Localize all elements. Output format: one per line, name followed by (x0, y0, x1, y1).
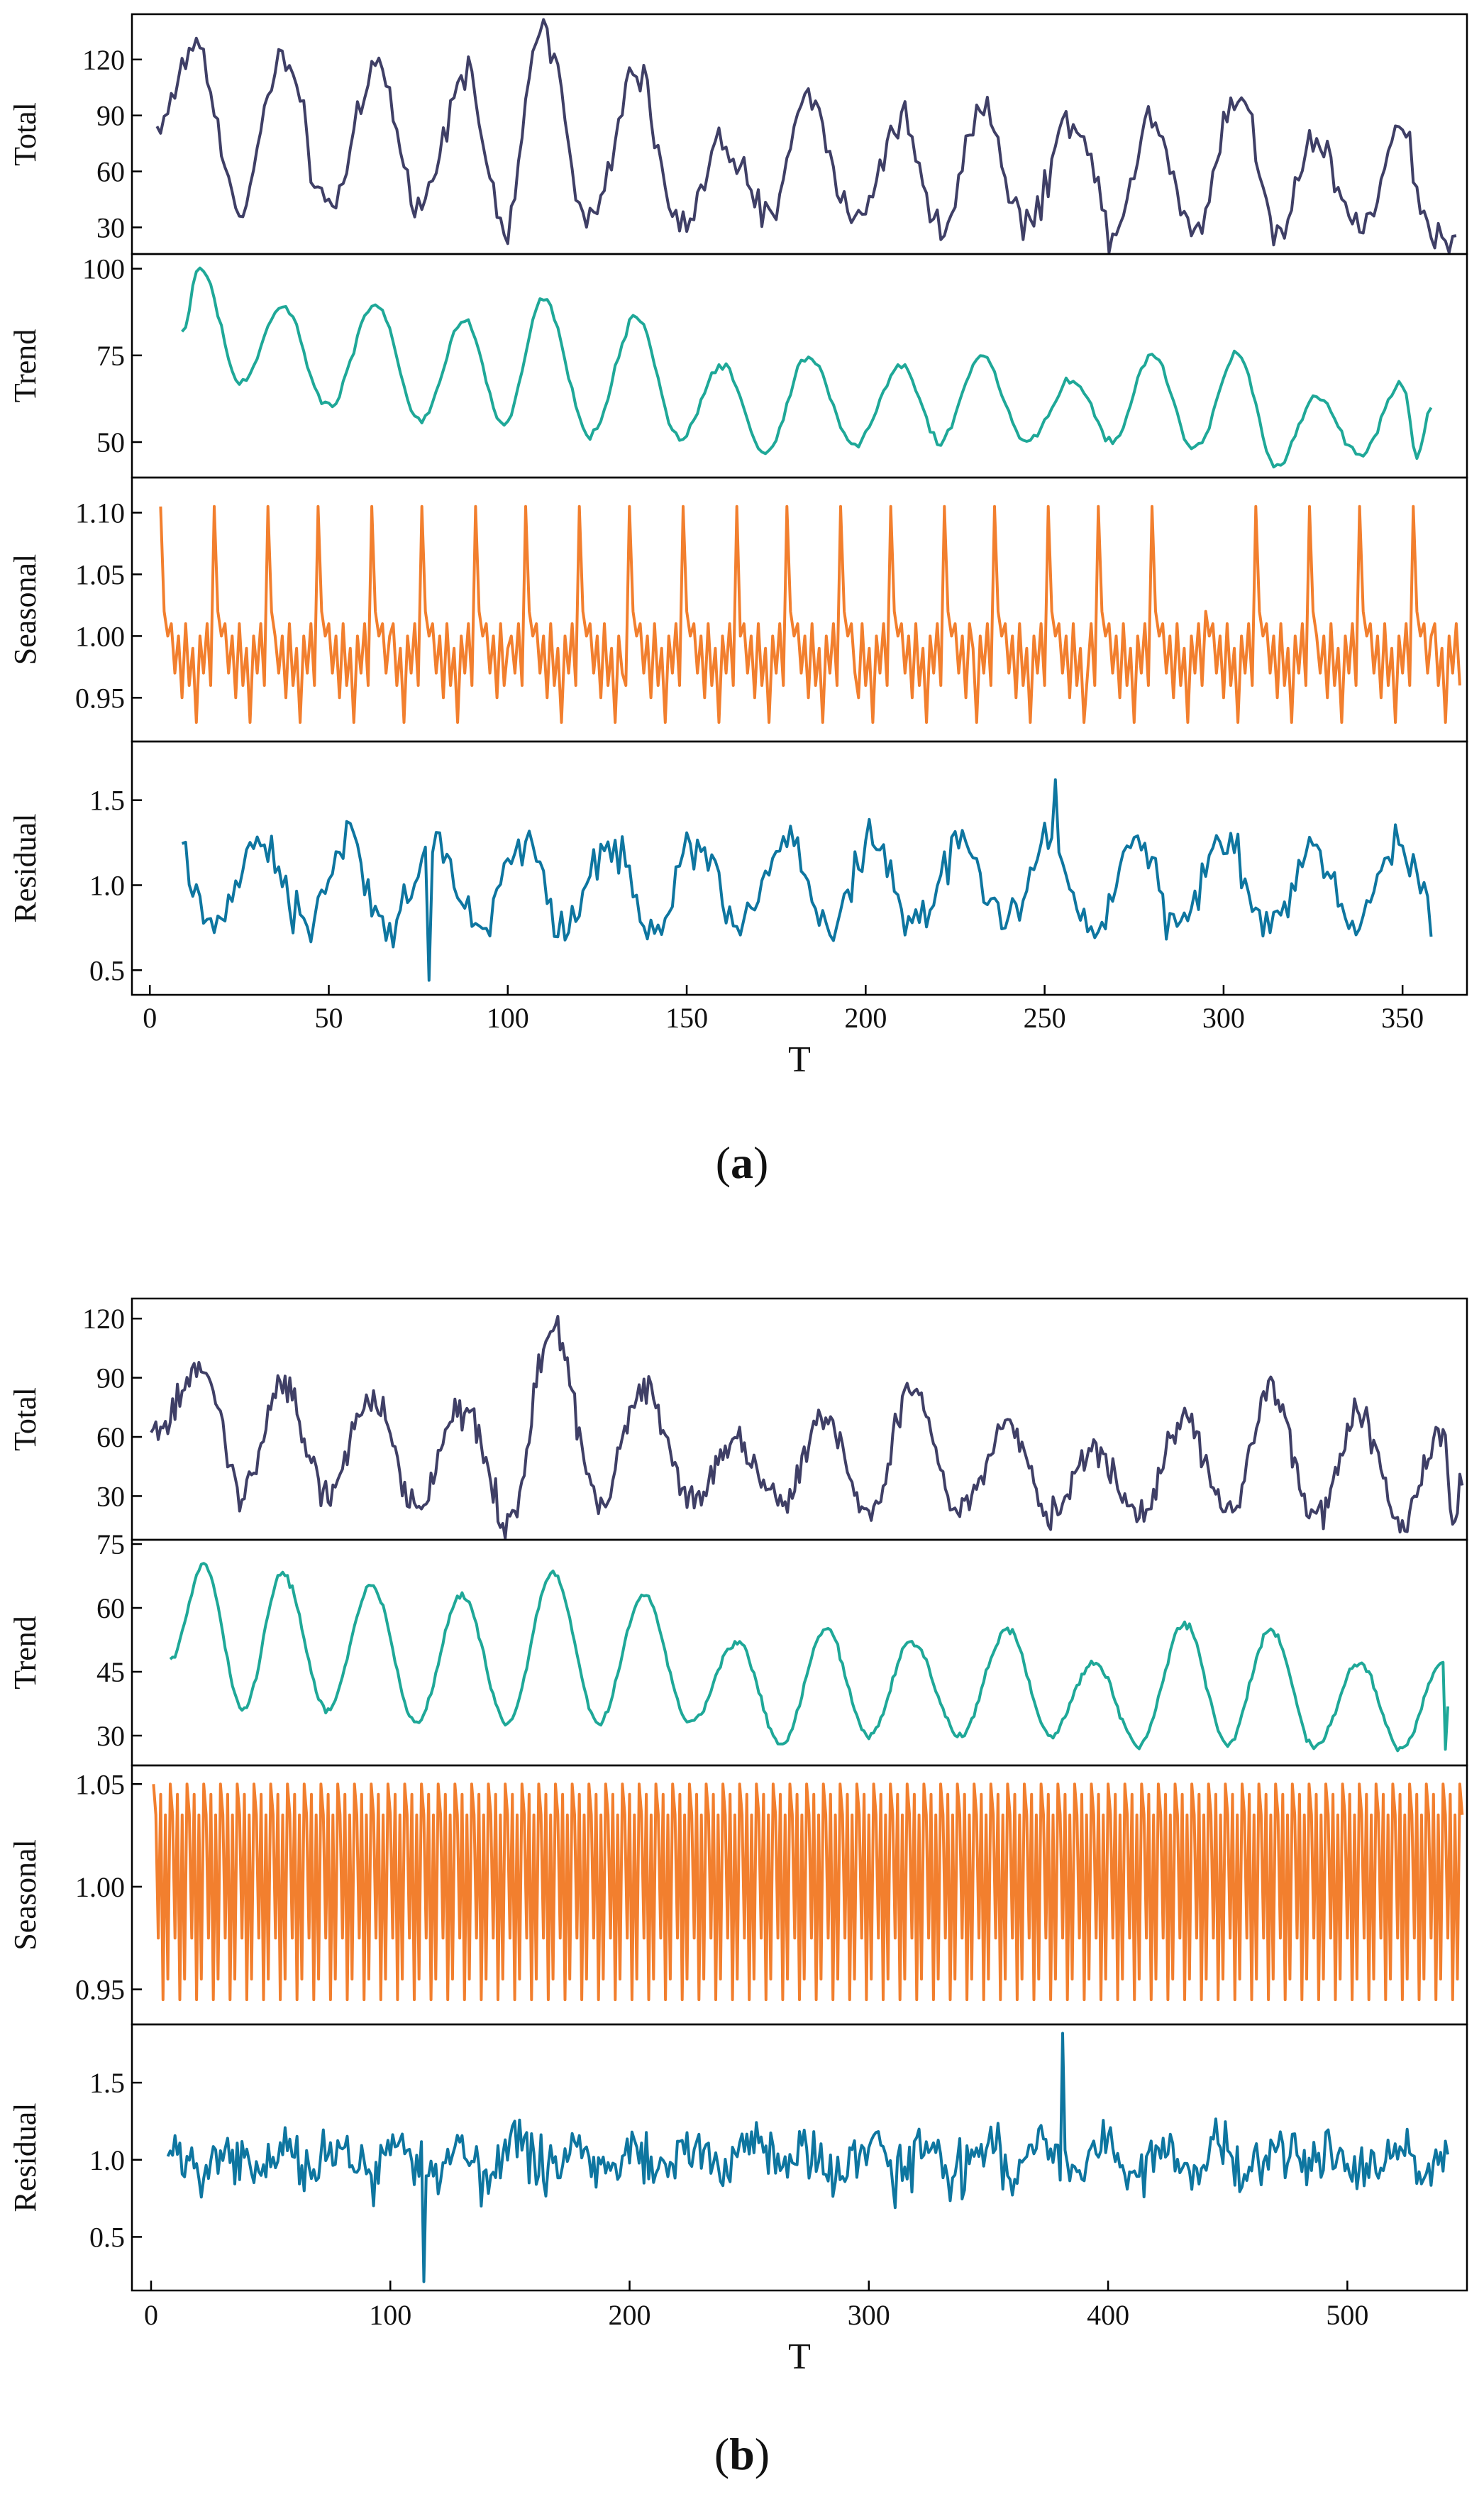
panel-a-residual: Residual 0.5 1.0 1.5 (8, 740, 1468, 996)
panel-a-trend: Trend 50 75 100 (8, 253, 1468, 479)
y-tick-label: 1.00 (75, 620, 125, 652)
panel-ylabel: Residual (8, 814, 43, 923)
y-tick-label: 50 (96, 426, 125, 458)
y-tick-label: 0.5 (89, 2221, 125, 2253)
panel-ylabel: Residual (8, 2103, 43, 2212)
x-tick-label: 100 (369, 2299, 411, 2331)
series-line-trend (169, 1562, 1449, 1753)
panel-ylabel: Total (8, 102, 43, 166)
series-line-total (150, 1315, 1464, 1540)
x-axis-title: T (788, 1040, 811, 1080)
panel-ylabel: Trend (8, 329, 43, 403)
panel-b-seasonal: Seasonal 0.95 1.00 1.05 (8, 1764, 1468, 2026)
y-tick-label: 1.0 (89, 2144, 125, 2176)
y-tick-label: 30 (96, 1480, 125, 1512)
y-tick-label: 0.95 (75, 1974, 125, 2006)
chart-a: Total 30 60 90 120 Trend 50 75 100 Seasonal 0.95 1.… (8, 13, 1468, 1080)
panel-a-total: Total 30 60 90 120 (8, 13, 1468, 255)
y-tick-label: 1.5 (89, 2067, 125, 2099)
panel-frame (131, 13, 1468, 255)
caption-b-close: ) (755, 2429, 770, 2479)
y-tick-label: 100 (82, 253, 125, 285)
x-tick-label: 0 (144, 2299, 158, 2331)
x-tick-label: 400 (1087, 2299, 1129, 2331)
caption-a: (a) (716, 1137, 769, 1188)
y-tick-label: 1.05 (75, 558, 125, 590)
x-tick-label: 200 (609, 2299, 651, 2331)
y-tick-label: 60 (96, 156, 125, 188)
x-tick-label: 300 (1202, 1002, 1245, 1034)
y-tick-label: 1.0 (89, 869, 125, 901)
x-tick-label: 200 (844, 1002, 887, 1034)
x-tick-label: 300 (848, 2299, 890, 2331)
caption-a-letter: a (731, 1137, 753, 1188)
x-axis-b: 0 100 200 300 400 500 T (144, 2281, 1368, 2377)
panel-frame (131, 740, 1468, 996)
x-tick-label: 250 (1024, 1002, 1066, 1034)
y-tick-label: 30 (96, 211, 125, 243)
panel-ylabel: Seasonal (8, 554, 43, 665)
panel-a-seasonal: Seasonal 0.95 1.00 1.05 1.10 (8, 476, 1468, 743)
panel-frame (131, 2023, 1468, 2292)
caption-a-close: ) (753, 1137, 768, 1188)
x-axis-title: T (788, 2337, 811, 2377)
series-line-total (155, 18, 1457, 254)
y-tick-label: 1.00 (75, 1871, 125, 1903)
caption-b-letter: b (729, 2429, 755, 2479)
x-tick-label: 0 (143, 1002, 157, 1034)
caption-a-open: ( (716, 1137, 731, 1188)
caption-b-open: ( (714, 2429, 729, 2479)
y-tick-label: 1.05 (75, 1768, 125, 1800)
x-axis-a: 0 50 100 150 200 250 300 350 T (143, 985, 1424, 1080)
series-line-residual (166, 2032, 1449, 2283)
panel-frame (131, 1538, 1468, 1767)
series-line-seasonal (159, 505, 1461, 724)
panel-b-residual: Residual 0.5 1.0 1.5 (8, 2023, 1468, 2292)
y-tick-label: 0.95 (75, 682, 125, 714)
y-tick-label: 120 (82, 1303, 125, 1335)
x-tick-label: 100 (487, 1002, 529, 1034)
y-tick-label: 75 (96, 1528, 125, 1560)
panel-ylabel: Total (8, 1387, 43, 1451)
x-tick-label: 150 (665, 1002, 708, 1034)
y-tick-label: 30 (96, 1720, 125, 1752)
panel-frame (131, 476, 1468, 743)
series-line-trend (181, 266, 1433, 469)
panel-ylabel: Seasonal (8, 1839, 43, 1950)
y-tick-label: 60 (96, 1592, 125, 1624)
series-line-seasonal (152, 1782, 1464, 2002)
panel-b-total: Total 30 60 90 120 (8, 1297, 1468, 1541)
y-tick-label: 1.10 (75, 497, 125, 529)
y-tick-label: 1.5 (89, 785, 125, 817)
panel-frame (131, 1297, 1468, 1541)
y-tick-label: 90 (96, 1362, 125, 1394)
caption-b: (b) (714, 2429, 770, 2479)
chart-b: Total 30 60 90 120 Trend 30 45 60 75 Seasonal 0.95 1… (8, 1297, 1468, 2377)
y-tick-label: 120 (82, 44, 125, 76)
x-tick-label: 500 (1326, 2299, 1368, 2331)
series-line-residual (181, 778, 1433, 982)
panel-ylabel: Trend (8, 1616, 43, 1690)
y-tick-label: 75 (96, 340, 125, 372)
y-tick-label: 90 (96, 100, 125, 132)
y-tick-label: 45 (96, 1656, 125, 1688)
x-tick-label: 50 (315, 1002, 343, 1034)
x-tick-label: 350 (1381, 1002, 1424, 1034)
panel-b-trend: Trend 30 45 60 75 (8, 1528, 1468, 1767)
y-tick-label: 60 (96, 1421, 125, 1453)
y-tick-label: 0.5 (89, 954, 125, 986)
